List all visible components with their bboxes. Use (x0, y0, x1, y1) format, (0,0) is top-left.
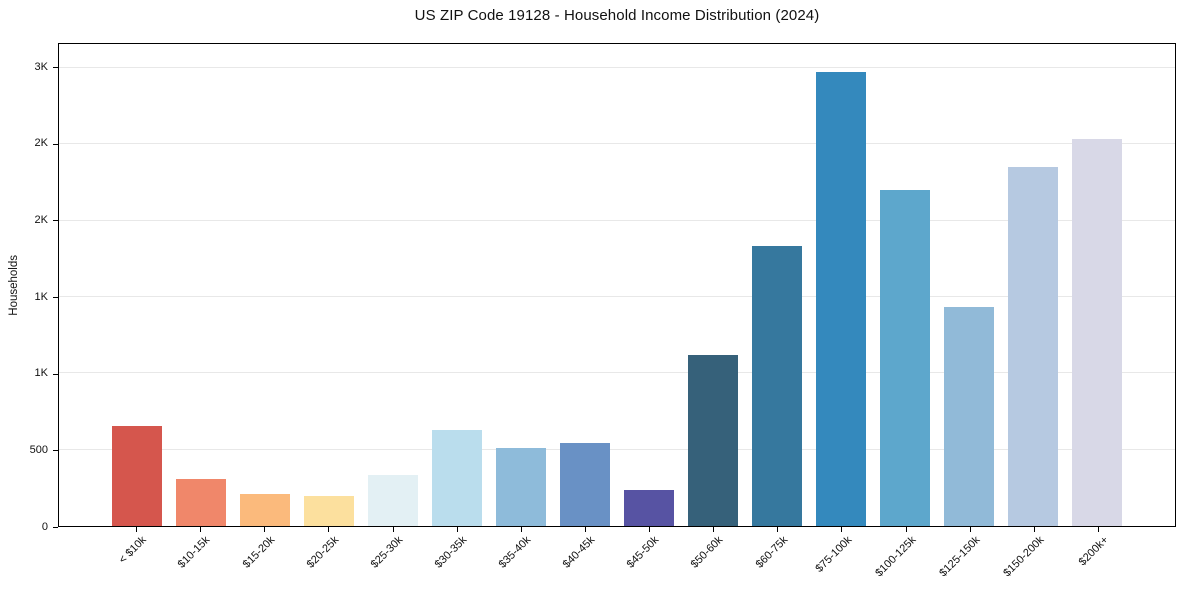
bar (496, 447, 546, 526)
bar-slot (745, 44, 809, 526)
y-tick-label: 1K (34, 367, 48, 380)
y-tick-label: 2K (34, 213, 48, 226)
bar-slot (1001, 44, 1065, 526)
x-tick-label: $10-15k (176, 534, 213, 571)
x-tick-mark (1033, 527, 1035, 532)
bar-slot (873, 44, 937, 526)
bar-slot (617, 44, 681, 526)
chart-title: US ZIP Code 19128 - Household Income Dis… (414, 7, 820, 24)
y-tick-mark (53, 527, 58, 528)
bar (368, 475, 418, 526)
x-tick-mark (392, 527, 394, 532)
x-tick-label: $35-40k (496, 534, 534, 571)
x-tick-label: $15-20k (240, 534, 277, 571)
x-tick-mark (136, 527, 138, 532)
bar (1008, 167, 1058, 526)
bar-slot (489, 44, 553, 526)
gridline (59, 296, 1175, 297)
y-tick-label: 500 (29, 443, 48, 456)
bar (112, 426, 162, 526)
y-tick-mark (53, 297, 58, 299)
bar-slot (233, 44, 297, 526)
x-tick-label: $125-150k (936, 534, 983, 580)
gridline (59, 448, 1175, 450)
bar-slot (937, 44, 1001, 526)
x-tick-label: $150-200k (1001, 534, 1047, 580)
bar (560, 443, 610, 526)
bar (1072, 138, 1122, 526)
x-tick-mark (841, 527, 843, 532)
y-tick-mark (53, 143, 58, 145)
x-tick-label: $45-50k (624, 534, 662, 571)
x-tick-mark (969, 527, 971, 532)
bar-slot (361, 44, 425, 526)
bar-slot (297, 44, 361, 526)
x-tick-label: $20-25k (304, 534, 341, 571)
gridline (59, 143, 1175, 145)
x-tick-label: $200k+ (1076, 534, 1111, 569)
bar (176, 479, 226, 526)
x-tick-mark (328, 527, 330, 532)
x-tick-label: $30-35k (432, 534, 470, 571)
bar (304, 495, 354, 526)
x-tick-label: $25-30k (368, 534, 406, 571)
bar (752, 245, 802, 526)
x-tick-label: $75-100k (812, 534, 854, 575)
y-tick-mark (53, 220, 58, 222)
x-tick-mark (777, 527, 779, 532)
bar-slot (809, 44, 873, 526)
x-tick-mark (713, 527, 715, 532)
bar (624, 490, 674, 526)
gridline (59, 219, 1175, 221)
bar (432, 429, 482, 526)
y-tick-label: 3K (34, 60, 48, 73)
bars-layer (59, 44, 1175, 526)
x-tick-mark (264, 527, 266, 532)
y-tick-label: 1K (34, 290, 48, 303)
x-tick-label: $50-60k (689, 534, 726, 571)
x-tick-mark (456, 527, 458, 532)
x-tick-label: $100-125k (872, 534, 919, 580)
bar-slot (553, 44, 617, 526)
bar (240, 493, 290, 526)
y-tick-mark (53, 450, 58, 452)
bar (816, 71, 866, 526)
x-tick-label: $60-75k (753, 534, 790, 571)
y-tick-mark (53, 67, 58, 69)
bar (688, 355, 738, 526)
x-tick-label: < $10k (116, 534, 149, 567)
x-tick-mark (649, 527, 651, 532)
gridline (59, 66, 1175, 68)
bar-slot (1065, 44, 1129, 526)
plot-area (58, 43, 1176, 527)
gridline (59, 372, 1175, 374)
bar-slot (425, 44, 489, 526)
x-tick-mark (1097, 527, 1099, 532)
x-tick-mark (520, 527, 522, 532)
x-tick-mark (905, 527, 907, 532)
x-tick-label: $40-45k (560, 534, 598, 571)
bar-slot (681, 44, 745, 526)
x-tick-mark (200, 527, 202, 532)
y-axis-label: Households (8, 254, 20, 316)
x-tick-mark (584, 527, 586, 532)
bar (880, 190, 930, 526)
bar-slot (105, 44, 169, 526)
y-tick-mark (53, 373, 58, 375)
bar-slot (169, 44, 233, 526)
y-tick-label: 2K (34, 137, 48, 150)
y-tick-label: 0 (41, 520, 48, 533)
bar (944, 307, 994, 526)
